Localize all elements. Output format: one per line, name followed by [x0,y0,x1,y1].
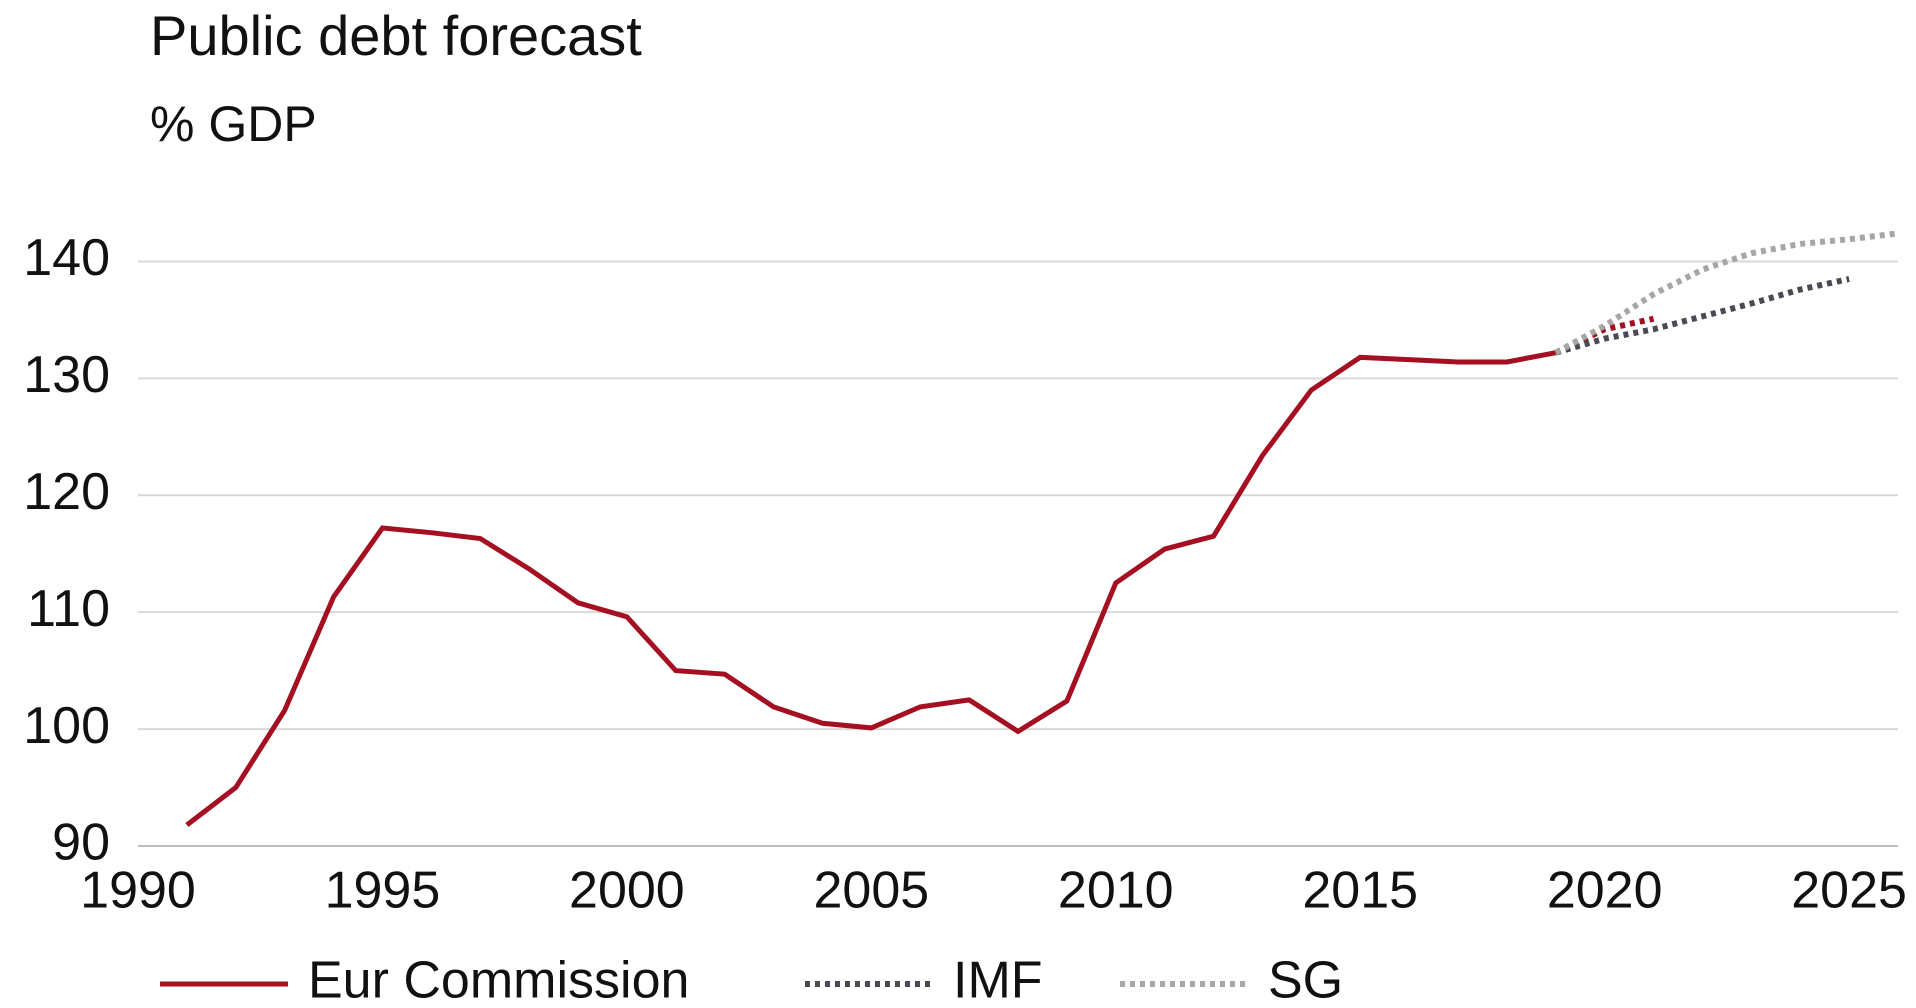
y-tick-label: 100 [23,697,110,755]
series-forecast-line [1554,276,1850,356]
chart-subtitle: % GDP [150,96,317,152]
x-tick-label: 2020 [1547,862,1663,920]
y-tick-label: 130 [23,346,110,404]
x-tick-label: 2015 [1302,862,1418,920]
series-line [185,350,1557,827]
x-tick-label: 2005 [813,862,929,920]
x-tick-label: 2000 [569,862,685,920]
x-tick-label: 2010 [1058,862,1174,920]
y-tick-label: 120 [23,463,110,521]
series-forecast-line [1554,315,1655,356]
x-tick-label: 2025 [1791,862,1907,920]
legend-label: SG [1268,952,1343,1008]
y-tick-label: 110 [27,580,110,638]
legend-label: IMF [953,952,1043,1008]
y-tick-label: 140 [23,229,110,287]
x-tick-label: 1990 [80,862,196,920]
y-tick-label: 90 [52,814,110,872]
legend-label: Eur Commission [308,952,689,1008]
x-tick-label: 1995 [325,862,441,920]
chart-title: Public debt forecast [150,4,642,67]
series-forecast-line [1554,230,1899,356]
